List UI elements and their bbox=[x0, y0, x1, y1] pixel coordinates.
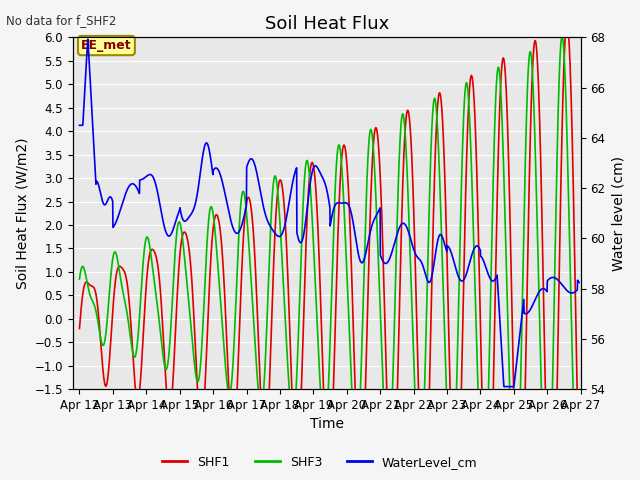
Y-axis label: Soil Heat Flux (W/m2): Soil Heat Flux (W/m2) bbox=[15, 137, 29, 289]
Title: Soil Heat Flux: Soil Heat Flux bbox=[264, 15, 389, 33]
Legend: SHF1, SHF3, WaterLevel_cm: SHF1, SHF3, WaterLevel_cm bbox=[157, 451, 483, 474]
Y-axis label: Water level (cm): Water level (cm) bbox=[611, 156, 625, 271]
X-axis label: Time: Time bbox=[310, 418, 344, 432]
Text: EE_met: EE_met bbox=[81, 39, 132, 52]
Text: No data for f_SHF2: No data for f_SHF2 bbox=[6, 14, 116, 27]
